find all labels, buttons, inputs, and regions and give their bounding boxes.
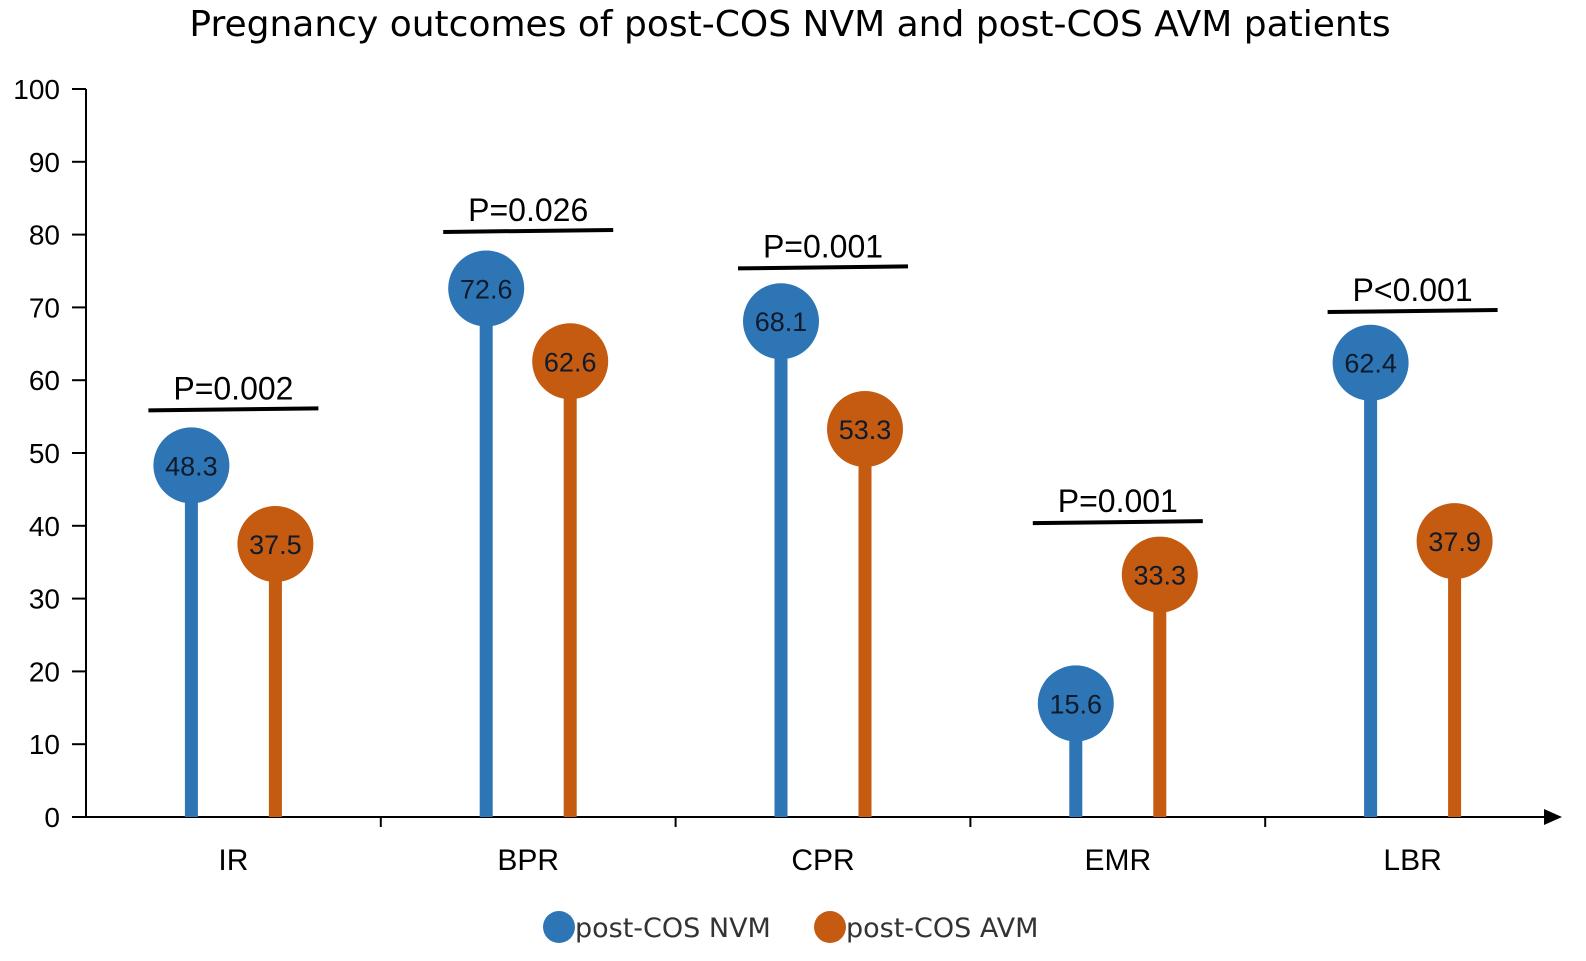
p-value-label: P=0.001: [1058, 483, 1178, 519]
lollipop-stem: [1448, 541, 1462, 817]
legend-marker: [543, 911, 575, 943]
y-tick-label: 70: [29, 292, 60, 323]
y-tick-label: 40: [29, 511, 60, 542]
data-label: 62.6: [544, 347, 597, 377]
legend-label: post-COS NVM: [575, 913, 771, 944]
data-label: 37.5: [249, 530, 302, 560]
x-category-label: EMR: [1084, 844, 1151, 877]
p-value-bracket: [1327, 308, 1498, 315]
lollipop-dot: [743, 283, 819, 360]
data-label: 62.4: [1344, 349, 1397, 379]
y-tick-label: 100: [13, 74, 60, 105]
legend: post-COS NVM post-COS AVM: [543, 911, 1038, 944]
legend-label: post-COS AVM: [846, 913, 1038, 944]
lollipop-dot: [827, 390, 903, 467]
data-label: 53.3: [839, 415, 892, 445]
p-value-label: P<0.001: [1353, 272, 1473, 308]
lollipop-dot: [153, 427, 230, 504]
series-nvm: 48.3 72.6 68.1 15.6 62.4: [153, 250, 1409, 817]
data-label: 68.1: [755, 307, 808, 337]
x-category-label: IR: [218, 844, 248, 877]
lollipop-stem: [774, 321, 788, 817]
lollipop-dot: [448, 250, 525, 327]
y-tick-label: 60: [29, 365, 60, 396]
lollipop-dot: [1332, 324, 1409, 401]
p-value-bracket: [737, 264, 909, 271]
y-tick-label: 90: [29, 147, 60, 178]
lollipop-stem: [184, 465, 198, 817]
lollipop-stem: [1153, 574, 1167, 817]
x-category-label: BPR: [497, 844, 559, 877]
chart-title: Pregnancy outcomes of post-COS NVM and p…: [189, 4, 1390, 45]
axes: 0 10 20 30 40 50 60 70 80 90 100 IR BPR CPR EMR LBR: [13, 74, 1562, 877]
y-tick-label: 50: [29, 438, 60, 469]
data-label: 37.9: [1428, 527, 1481, 557]
y-tick-label: 80: [29, 220, 60, 251]
x-axis-arrow-icon: [1544, 809, 1562, 825]
lollipop-dot: [532, 323, 609, 400]
lollipop-dot: [1037, 665, 1114, 742]
lollipop-stem: [1364, 362, 1378, 817]
p-value-bracket: [148, 406, 319, 413]
x-category-label: LBR: [1383, 844, 1441, 877]
lollipop-stem: [479, 288, 493, 817]
data-label: 33.3: [1134, 561, 1187, 591]
lollipop-stem: [268, 544, 282, 817]
y-tick-label: 30: [29, 584, 60, 615]
p-value-label: P=0.001: [763, 228, 883, 264]
data-label: 72.6: [460, 274, 513, 304]
data-label: 15.6: [1050, 689, 1103, 719]
data-label: 48.3: [165, 451, 218, 481]
legend-marker: [814, 911, 846, 943]
y-tick-label: 0: [44, 802, 60, 833]
p-value-label: P=0.002: [173, 370, 293, 406]
p-value-bracket: [443, 227, 614, 234]
series-avm: 37.5 62.6 53.3 33.3 37.9: [237, 323, 1493, 817]
lollipop-dot: [1416, 503, 1493, 580]
data-marks: 48.3 72.6 68.1 15.6 62.4 37.5 62.6 53.3 33.3 37.9: [153, 250, 1493, 817]
y-tick-label: 20: [29, 656, 60, 687]
p-value-label: P=0.026: [468, 192, 588, 228]
lollipop-stem: [563, 361, 577, 817]
p-value-annotations: P=0.002 P=0.026 P=0.001 P=0.001 P<0.001: [148, 192, 1498, 526]
x-category-label: CPR: [791, 844, 854, 877]
y-tick-label: 10: [29, 729, 60, 760]
lollipop-stem: [858, 428, 872, 817]
lollipop-dot: [237, 506, 314, 582]
lollipop-dot: [1121, 536, 1198, 613]
p-value-bracket: [1032, 519, 1203, 526]
